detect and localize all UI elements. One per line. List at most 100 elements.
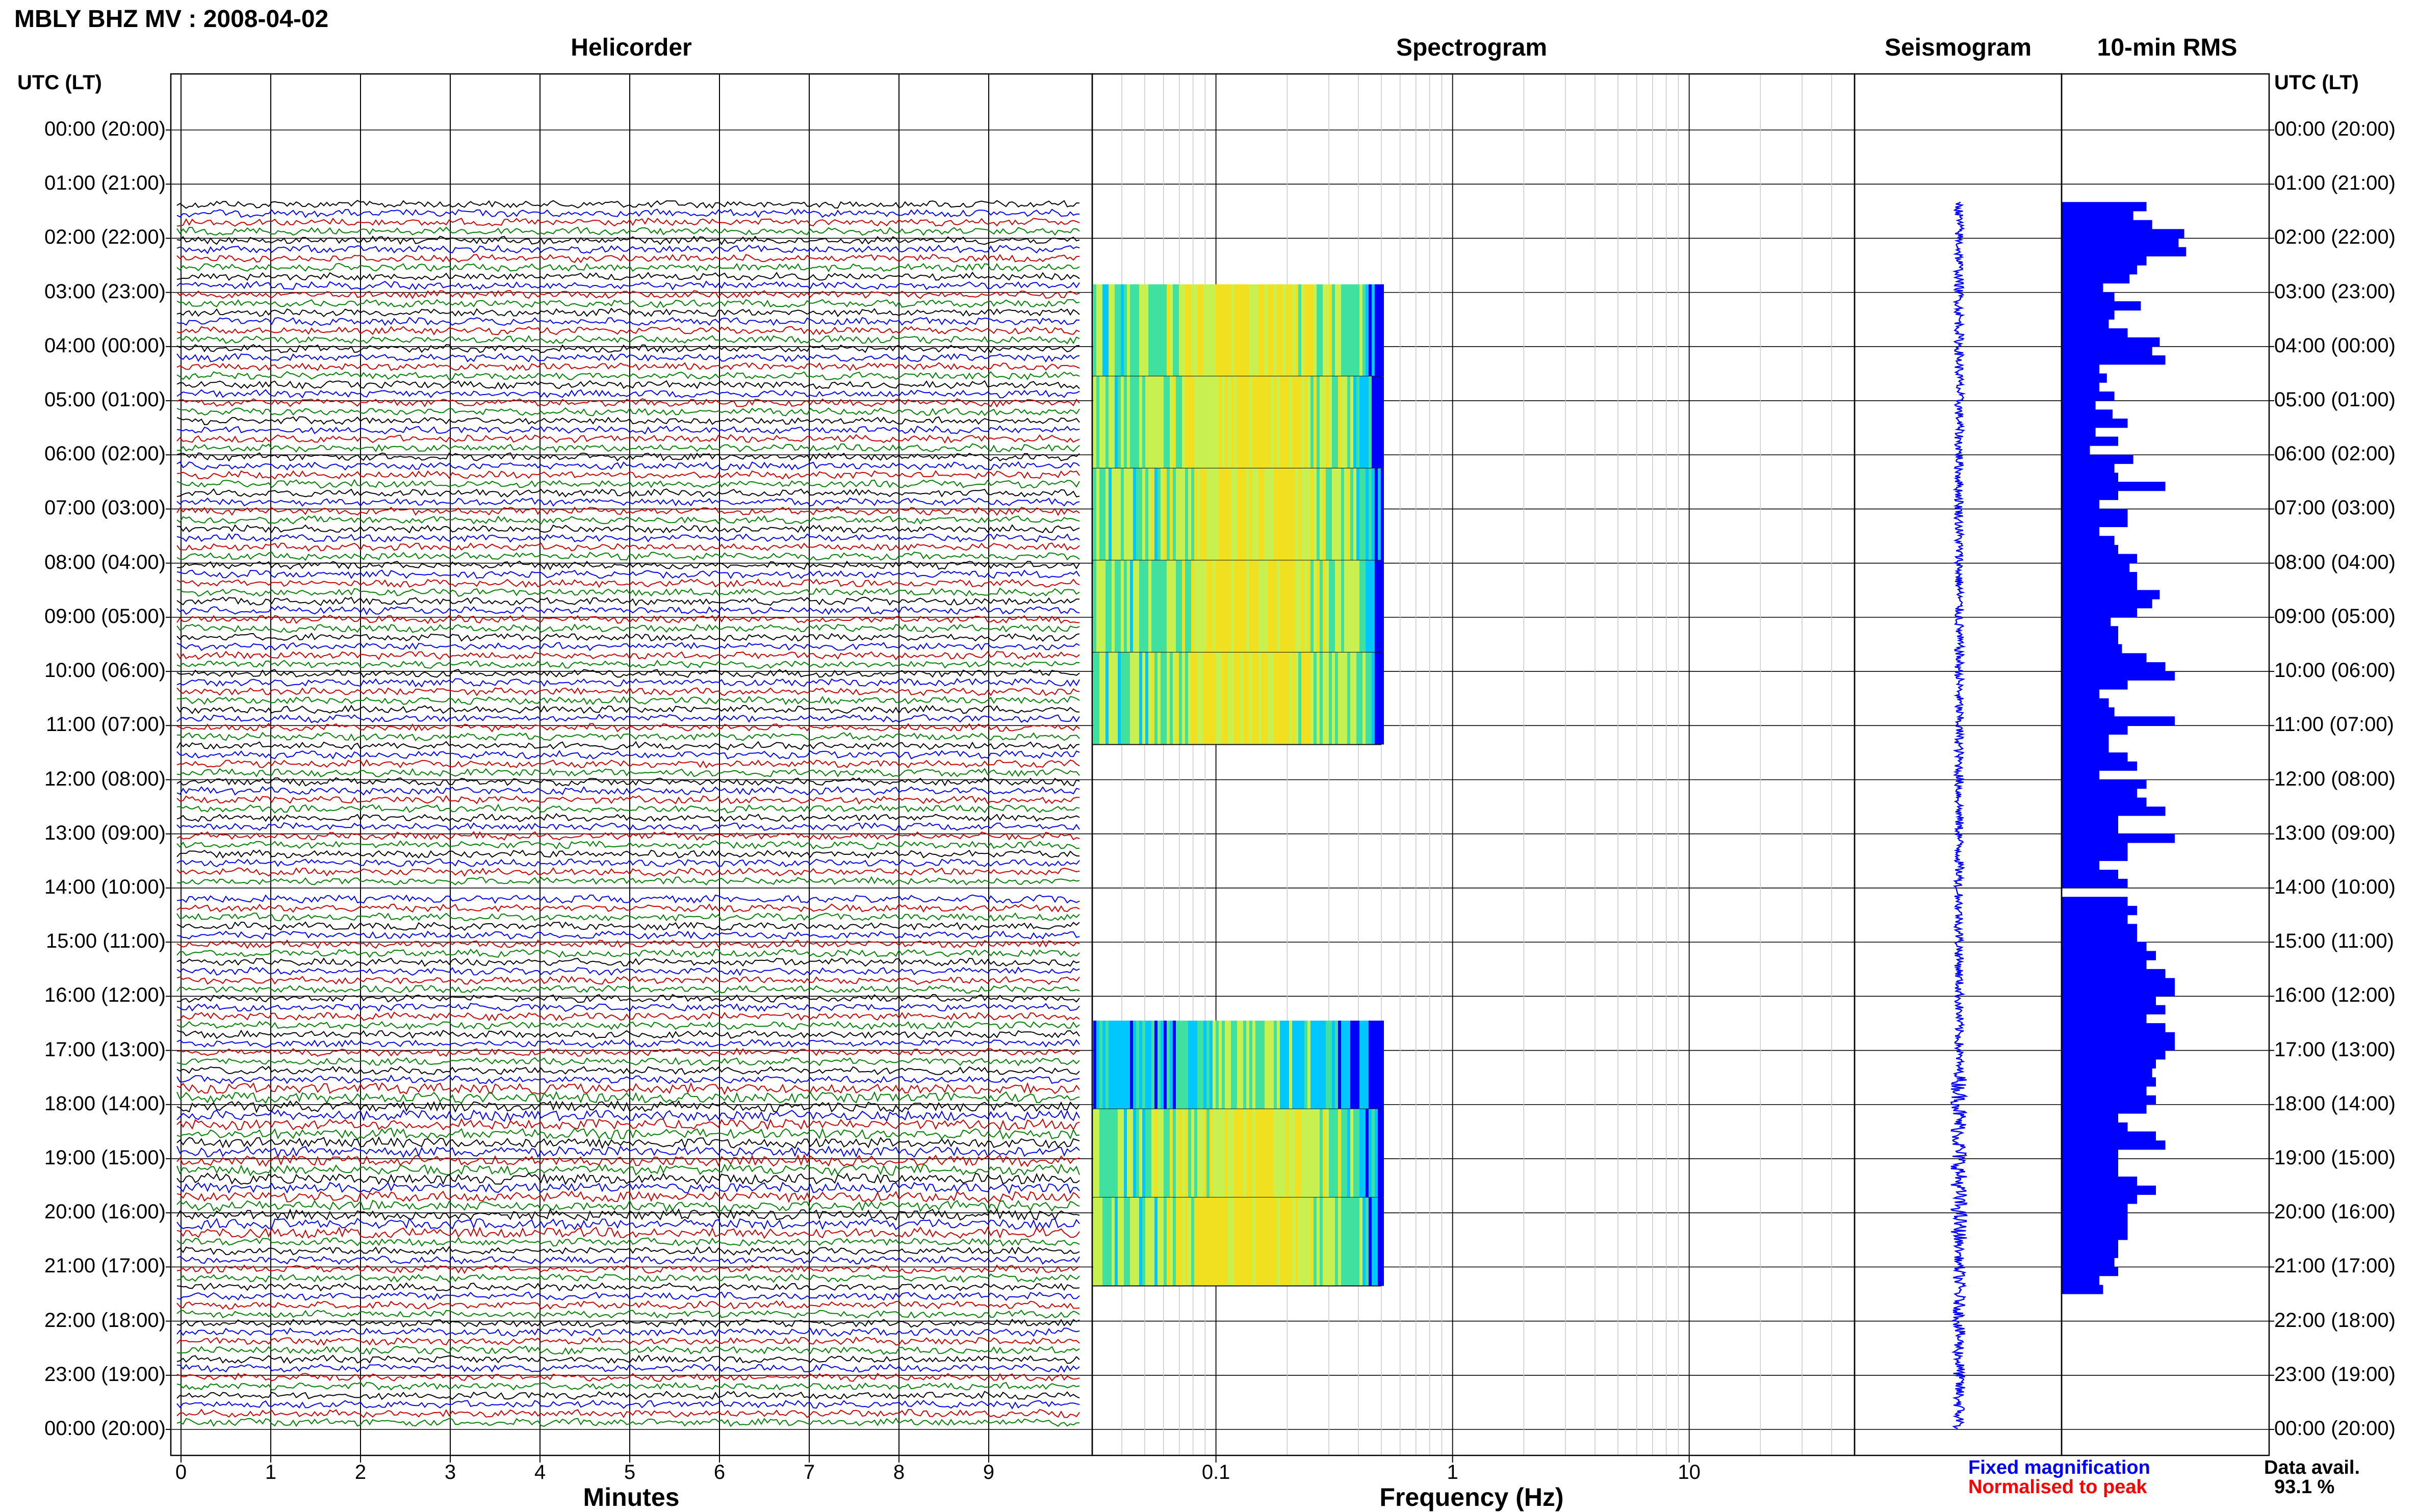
spectrogram-cell: [1145, 284, 1148, 377]
time-label: 19:00 (15:00): [44, 1146, 166, 1169]
spectrogram-cell: [1154, 1021, 1158, 1109]
spectrogram-cell: [1310, 376, 1314, 468]
spectrogram-cell: [1167, 652, 1170, 745]
spectrogram-cell: [1335, 1109, 1338, 1198]
rms-bar: [2062, 924, 2137, 933]
spectrogram-cell: [1310, 1109, 1314, 1198]
spectrogram-cell: [1203, 376, 1206, 468]
spectrogram-cell: [1197, 1197, 1200, 1286]
spectrogram-cell: [1298, 284, 1301, 377]
spectrogram-cell: [1136, 1197, 1139, 1286]
spectrogram-cell: [1356, 376, 1359, 468]
spectrogram-cell: [1249, 284, 1252, 377]
spectrogram-cell: [1255, 652, 1258, 745]
time-label: 14:00 (10:00): [44, 875, 166, 898]
spectrogram-cell: [1335, 1021, 1338, 1109]
rms-bar: [2062, 509, 2128, 518]
spectrogram-cell: [1326, 652, 1329, 745]
spectrogram-cell: [1350, 652, 1353, 745]
spectrogram-cell: [1194, 1021, 1197, 1109]
spectrogram-cell: [1249, 1109, 1252, 1198]
helicorder-trace: [176, 488, 1080, 498]
rms-bar: [2062, 265, 2137, 275]
rms-bar: [2062, 716, 2175, 726]
spectrogram-cell: [1258, 1021, 1262, 1109]
spectrogram-cell: [1249, 468, 1252, 561]
spectrogram-cell: [1378, 376, 1381, 468]
time-label: 21:00 (17:00): [44, 1255, 166, 1278]
spectrogram-cell: [1225, 468, 1228, 561]
helicorder-trace: [176, 894, 1080, 904]
spectrogram-cell: [1332, 1109, 1335, 1198]
spectrogram-cell: [1145, 376, 1148, 468]
helicorder-trace: [176, 1172, 1080, 1186]
spectrogram-cell: [1271, 1197, 1274, 1286]
spectrogram-cell: [1145, 1021, 1148, 1109]
helicorder-trace: [176, 1399, 1080, 1410]
rms-bar: [2062, 292, 2115, 302]
rms-bar: [2062, 274, 2130, 284]
spectrogram-cell: [1206, 1109, 1210, 1198]
spectrogram-cell: [1118, 1021, 1121, 1109]
helicorder-trace: [176, 939, 1080, 949]
spectrogram-cell: [1252, 652, 1255, 745]
spectrogram-cell: [1362, 1197, 1366, 1286]
spectrogram-cell: [1381, 1021, 1384, 1109]
rms-bar: [2062, 761, 2137, 771]
spectrogram-cell: [1124, 1197, 1127, 1286]
spectrogram-cell: [1234, 376, 1237, 468]
spectrogram-cell: [1191, 652, 1194, 745]
spectrogram-cell: [1231, 1109, 1234, 1198]
helicorder-trace: [176, 1200, 1080, 1213]
spectrogram-cell: [1158, 1109, 1161, 1198]
spectrogram-cell: [1265, 284, 1268, 377]
helicorder-trace: [176, 371, 1080, 381]
spectrogram-cell: [1139, 560, 1142, 653]
spectrogram-cell: [1203, 1109, 1206, 1198]
helicorder-trace: [176, 830, 1080, 841]
time-label: 03:00 (23:00): [44, 280, 166, 303]
spectrogram-cell: [1320, 1197, 1323, 1286]
spectrogram-cell: [1102, 1109, 1105, 1198]
legend-normalised-to-peak: Normalised to peak: [1968, 1476, 2147, 1498]
spectrogram-cell: [1304, 284, 1307, 377]
spectrogram-cell: [1332, 376, 1335, 468]
spectrogram-cell: [1378, 284, 1381, 377]
spectrogram-cell: [1200, 376, 1203, 468]
rms-bar: [2062, 563, 2130, 572]
panel-frame: [2061, 73, 2270, 1456]
rms-bar: [2062, 779, 2147, 789]
spectrogram-cell: [1277, 1197, 1280, 1286]
spectrogram-cell: [1280, 560, 1283, 653]
spectrogram-cell: [1188, 652, 1191, 745]
helicorder-trace: [176, 705, 1080, 714]
spectrogram-cell: [1329, 376, 1332, 468]
spectrogram-cell: [1271, 284, 1274, 377]
spectrogram-cell: [1350, 1109, 1353, 1198]
rms-bar: [2062, 1122, 2128, 1132]
helicorder-trace: [176, 461, 1080, 471]
spectrogram-cell: [1314, 652, 1317, 745]
rms-bar: [2062, 1059, 2156, 1069]
spectrogram-cell: [1366, 1021, 1369, 1109]
spectrogram-cell: [1188, 1197, 1191, 1286]
spectrogram-cell: [1289, 652, 1292, 745]
spectrogram-cell: [1252, 1021, 1255, 1109]
spectrogram-cell: [1173, 652, 1176, 745]
spectrogram-cell: [1298, 560, 1301, 653]
helicorder-trace: [176, 497, 1080, 507]
rms-bar: [2062, 364, 2099, 374]
helicorder-trace: [176, 632, 1080, 642]
spectrogram-cell: [1148, 1109, 1151, 1198]
time-label: 03:00 (23:00): [2274, 280, 2396, 303]
spectrogram-cell: [1375, 1197, 1378, 1286]
helicorder-trace: [176, 1327, 1080, 1337]
helicorder-trace: [176, 344, 1080, 354]
spectrogram-cell: [1366, 1109, 1369, 1198]
spectrogram-cell: [1353, 376, 1356, 468]
helicorder-trace: [176, 858, 1080, 868]
rms-bar: [2062, 824, 2118, 834]
spectrogram-cell: [1258, 560, 1262, 653]
spectrogram-cell: [1378, 1021, 1381, 1109]
helicorder-trace: [176, 1208, 1080, 1221]
